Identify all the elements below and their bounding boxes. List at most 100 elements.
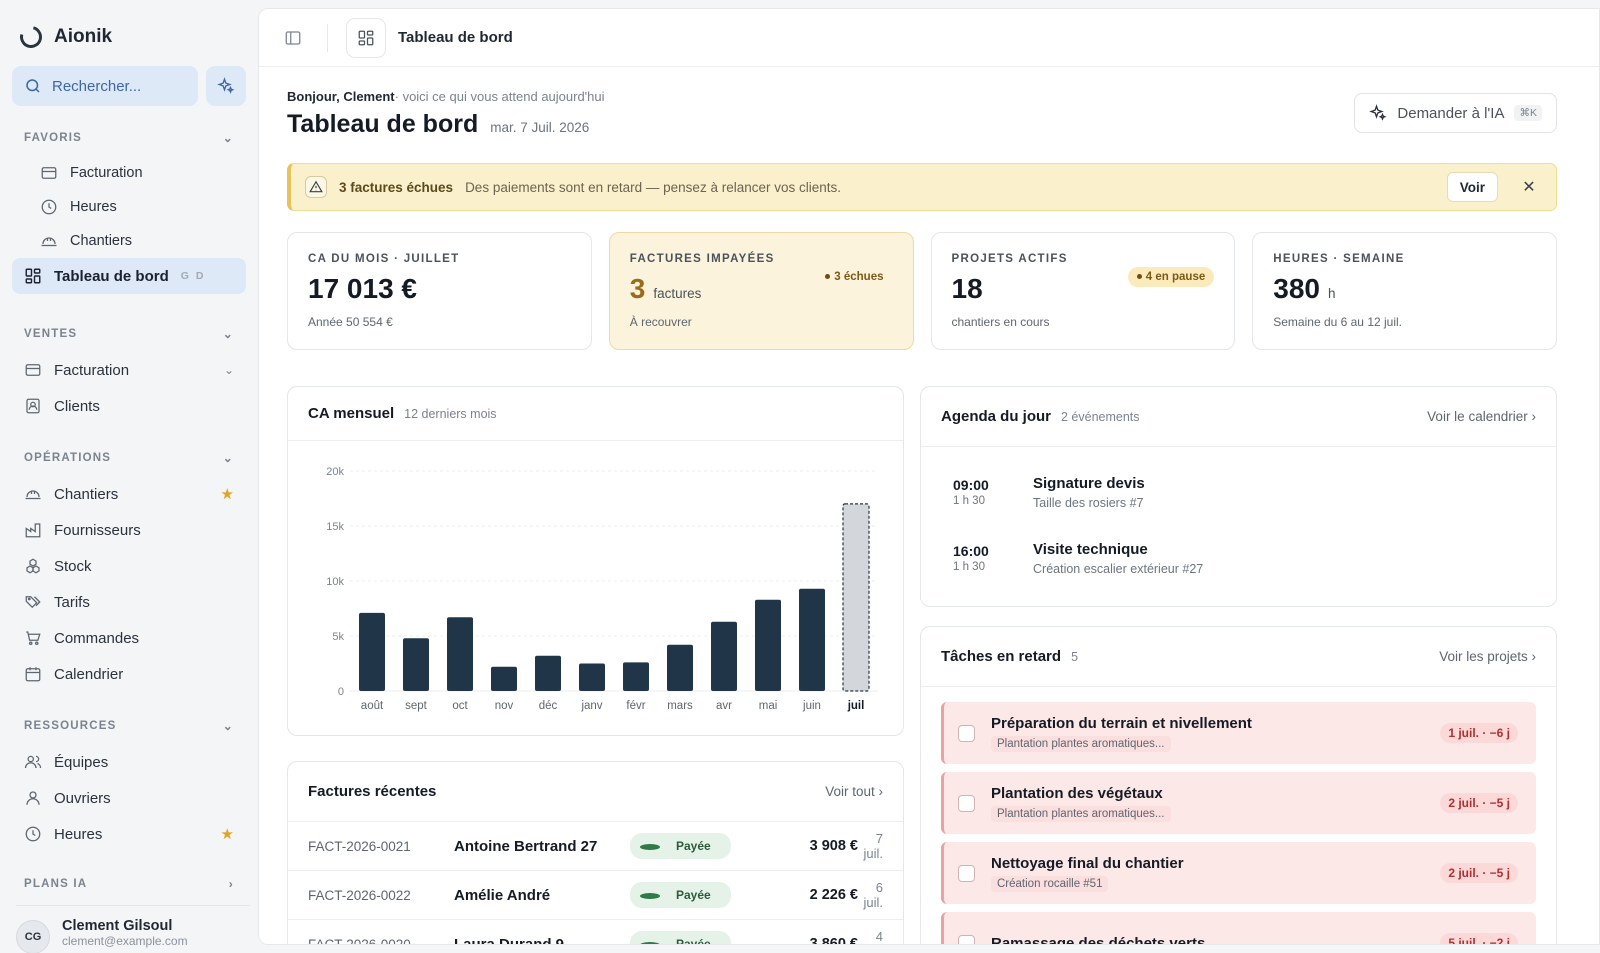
sidebar-item-tableau-de-bord[interactable]: Tableau de bord G D (12, 258, 246, 294)
page-icon-button[interactable] (346, 17, 386, 58)
revenue-bar-chart: 0 5k 10k 15k 20k août sept oct nov déc janv févr mar… (326, 466, 878, 712)
section-plans-ia[interactable]: PLANS IA › (12, 866, 246, 902)
sidebar-item-label: Chantiers (54, 485, 119, 503)
kpi-number: 380 (1273, 273, 1320, 304)
ai-sparkle-button[interactable] (206, 66, 246, 106)
sidebar-toggle-button[interactable] (277, 22, 309, 54)
view-projects-link[interactable]: Voir les projets › (1439, 649, 1536, 664)
brand[interactable]: Aionik (12, 0, 246, 74)
chart-bar (623, 662, 649, 691)
overdue-tasks-card: Tâches en retard 5 Voir les projets › Pr… (920, 626, 1557, 945)
star-icon[interactable]: ★ (220, 826, 234, 843)
section-operations[interactable]: OPÉRATIONS ⌄ (12, 440, 246, 476)
chevron-down-icon: ⌄ (222, 719, 234, 733)
user-icon (24, 789, 42, 807)
kpi-label: CA DU MOIS · JUILLET (308, 253, 460, 265)
kpi-number: 17 013 € (308, 273, 417, 304)
table-row[interactable]: FACT-2026-0020 Laura Durand 9 Payée 3 86… (288, 920, 903, 944)
link-label: Voir le calendrier (1427, 409, 1528, 424)
invoice-client: Amélie André (454, 886, 551, 904)
sidebar-item-ouvriers[interactable]: Ouvriers (12, 780, 246, 816)
contact-icon (24, 397, 42, 415)
table-row[interactable]: FACT-2026-0022 Amélie André Payée 2 226 … (288, 871, 903, 920)
chart-bar (491, 666, 517, 691)
dashboard-icon (357, 29, 375, 47)
fav-item-facturation[interactable]: Facturation (12, 156, 246, 190)
kpi-value: 3 factures (630, 273, 893, 305)
task-item[interactable]: Nettoyage final du chantier Création roc… (941, 842, 1536, 904)
x-tick-label: janv (580, 700, 602, 712)
sidebar-item-clients[interactable]: Clients (12, 388, 246, 424)
chart-bar (842, 503, 870, 692)
kpi-factures-impayees[interactable]: FACTURES IMPAYÉES 3 factures À recouvrer … (608, 232, 914, 350)
chevron-down-icon[interactable]: ⌄ (223, 363, 234, 377)
sidebar-item-heures[interactable]: Heures ★ (12, 816, 246, 852)
ask-ai-button[interactable]: Demander à l'IA ⌘K (1354, 93, 1557, 133)
fav-item-label: Facturation (70, 165, 143, 181)
sidebar-item-fournisseurs[interactable]: Fournisseurs (12, 512, 246, 548)
task-checkbox[interactable] (958, 934, 975, 944)
sidebar-item-commandes[interactable]: Commandes (12, 620, 246, 656)
task-body: Plantation des végétaux Plantation plant… (991, 785, 1440, 822)
close-icon[interactable]: ✕ (1522, 179, 1536, 196)
sidebar-item-label: Ouvriers (54, 789, 111, 807)
sidebar-item-tarifs[interactable]: Tarifs (12, 584, 246, 620)
cart-icon (24, 629, 42, 647)
calendar-icon (24, 665, 42, 683)
sidebar-item-chantiers[interactable]: Chantiers ★ (12, 476, 246, 512)
fav-item-heures[interactable]: Heures (12, 190, 246, 224)
task-checkbox[interactable] (958, 724, 975, 742)
table-row[interactable]: FACT-2026-0021 Antoine Bertrand 27 Payée… (288, 822, 903, 871)
kpi-ca-mois[interactable]: CA DU MOIS · JUILLET 17 013 € Année 50 5… (287, 232, 592, 350)
recent-invoices-card: Factures récentes Voir tout › FACT-2026-… (287, 761, 904, 944)
sidebar-item-facturation[interactable]: Facturation ⌄ (12, 352, 246, 388)
search-input[interactable]: Rechercher... (12, 66, 198, 106)
task-due-badge: 2 juil. · −5 j (1440, 863, 1518, 883)
alert-text: Des paiements sont en retard — pensez à … (465, 179, 841, 195)
kpi-sub: Semaine du 6 au 12 juil. (1273, 315, 1403, 329)
sidebar-item-label: Équipes (54, 753, 109, 771)
status-badge: 4 en pause (1127, 267, 1215, 287)
star-icon[interactable]: ★ (220, 486, 234, 503)
user-profile[interactable]: CG Clement Gilsoul clement@example.com (16, 905, 250, 953)
chart-bar (667, 644, 693, 691)
section-favoris[interactable]: FAVORIS ⌄ (12, 120, 246, 156)
sidebar-item-label: Facturation (54, 361, 130, 379)
agenda-event[interactable]: 09:00 1 h 30 Signature devis Taille des … (921, 459, 1556, 525)
view-all-link[interactable]: Voir tout › (825, 784, 883, 799)
clock-icon (40, 198, 58, 216)
sidebar-item-equipes[interactable]: Équipes (12, 744, 246, 780)
sidebar-item-label: Stock (54, 557, 92, 575)
ask-ai-shortcut: ⌘K (1514, 105, 1542, 121)
shortcut-hint: G D (180, 270, 206, 282)
section-ventes[interactable]: VENTES ⌄ (12, 316, 246, 352)
sidebar-item-calendrier[interactable]: Calendrier (12, 656, 246, 692)
card-count: 5 (1071, 649, 1079, 664)
y-tick-label: 5k (332, 631, 344, 643)
fav-item-label: Chantiers (70, 233, 133, 249)
task-body: Ramassage des déchets verts (991, 935, 1440, 945)
sidebar-item-label: Commandes (54, 629, 140, 647)
task-checkbox[interactable] (958, 794, 975, 812)
task-item[interactable]: Ramassage des déchets verts 5 juil. · −2… (941, 912, 1536, 945)
section-ressources[interactable]: RESSOURCES ⌄ (12, 708, 246, 744)
kpi-projets-actifs[interactable]: PROJETS ACTIFS 18 chantiers en cours 4 e… (930, 232, 1236, 350)
fav-item-label: Heures (70, 199, 117, 215)
view-calendar-link[interactable]: Voir le calendrier › (1427, 409, 1536, 424)
task-item[interactable]: Préparation du terrain et nivellement Pl… (941, 702, 1536, 764)
task-item[interactable]: Plantation des végétaux Plantation plant… (941, 772, 1536, 834)
invoice-client: Antoine Bertrand 27 (454, 837, 598, 855)
kpi-value: 17 013 € (308, 273, 571, 305)
sidebar-item-label: Tableau de bord (54, 267, 169, 285)
main-panel: Tableau de bord Bonjour, Clement· voici … (258, 8, 1600, 945)
fav-item-chantiers[interactable]: Chantiers (12, 224, 246, 258)
topbar: Tableau de bord (259, 9, 1599, 67)
sidebar-item-stock[interactable]: Stock (12, 548, 246, 584)
kpi-heures-semaine[interactable]: HEURES · SEMAINE 380 h Semaine du 6 au 12… (1252, 232, 1557, 350)
search-row: Rechercher... (12, 66, 246, 106)
task-checkbox[interactable] (958, 864, 975, 882)
alert-view-button[interactable]: Voir (1446, 172, 1498, 202)
agenda-event[interactable]: 16:00 1 h 30 Visite technique Création e… (921, 525, 1556, 591)
card-icon (24, 361, 42, 379)
